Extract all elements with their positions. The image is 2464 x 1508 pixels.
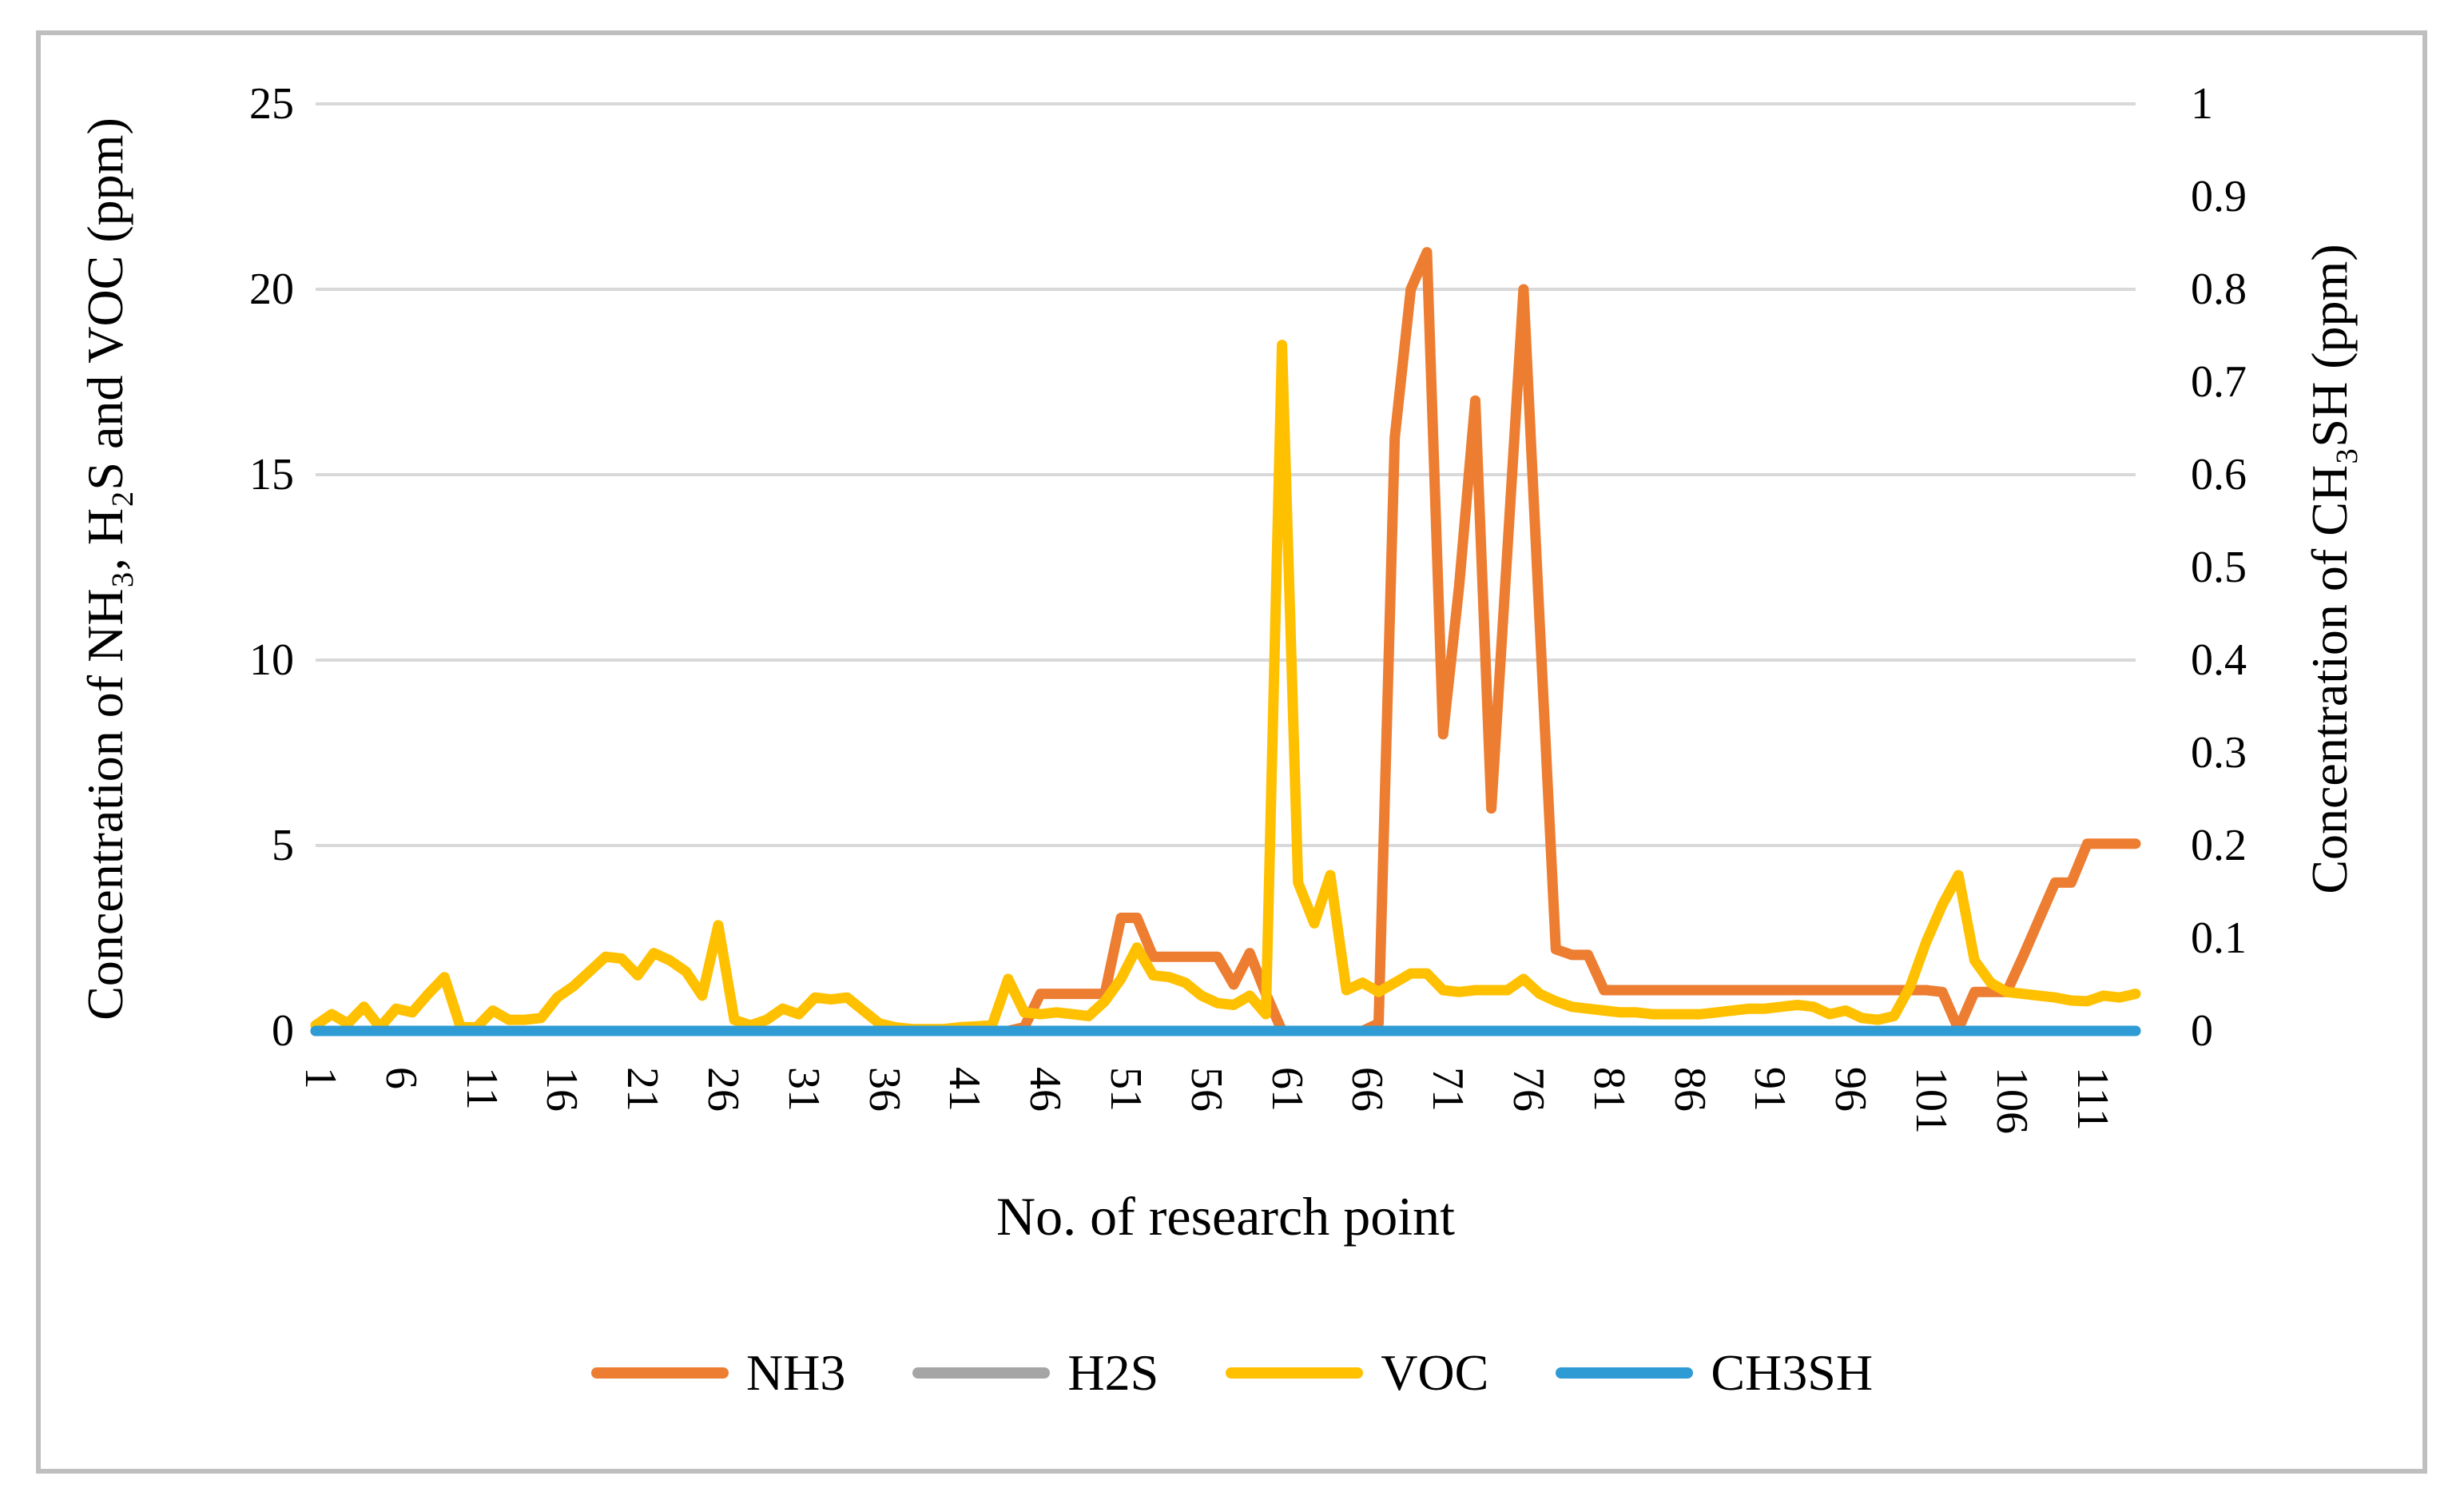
right-tick-label: 0.7 [2191,357,2247,407]
x-tick-label: 101 [1906,1067,1956,1134]
left-tick-label: 20 [249,265,294,314]
legend-item-voc: VOC [1226,1347,1488,1399]
x-tick-label: 71 [1423,1067,1473,1112]
x-tick-label: 46 [1020,1067,1071,1112]
right-tick-label: 0.9 [2191,172,2247,221]
x-tick-label: 16 [537,1067,587,1112]
x-tick-label: 51 [1100,1067,1151,1112]
right-tick-label: 0.6 [2191,450,2247,499]
x-tick-label: 111 [2067,1067,2117,1131]
left-tick-label: 5 [272,821,294,870]
right-tick-label: 0.2 [2191,821,2247,870]
legend-line-swatch-ch3sh [1556,1367,1694,1379]
x-tick-label: 6 [376,1067,426,1089]
right-tick-label: 0.4 [2191,635,2247,685]
right-tick-label: 0.1 [2191,913,2247,963]
legend-label-nh3: NH3 [745,1344,846,1401]
x-axis-title: No. of research point [996,1186,1456,1247]
legend-line-swatch-voc [1226,1367,1364,1379]
x-tick-label: 96 [1826,1067,1876,1112]
legend-line-swatch-h2s [912,1367,1051,1379]
x-tick-label: 106 [1986,1067,2037,1134]
legend-label-h2s: H2S [1067,1344,1159,1401]
right-tick-label: 1 [2191,79,2213,129]
left-tick-label: 0 [272,1006,294,1056]
x-tick-label: 31 [778,1067,829,1112]
legend-label-voc: VOC [1381,1344,1489,1401]
series-line-voc [310,340,2141,1035]
legend-label-ch3sh: CH3SH [1711,1344,1874,1401]
x-tick-label: 86 [1664,1067,1715,1112]
x-tick-label: 76 [1503,1067,1553,1112]
legend: NH3 H2S VOC CH3SH [0,1347,2464,1399]
right-tick-label: 0.8 [2191,265,2247,314]
left-tick-label: 10 [249,635,294,685]
right-tick-label: 0.5 [2191,543,2247,592]
left-tick-label: 25 [249,79,294,129]
legend-line-swatch-nh3 [590,1367,729,1379]
x-tick-label: 66 [1342,1067,1393,1112]
left-tick-label: 15 [249,450,294,499]
series-line-nh3 [310,247,2141,1037]
left-axis-title: Concentration of NH₃, H₂S and VOC (ppm) [77,117,133,1021]
right-axis-title: Concentration of CH₃SH (ppm) [2301,244,2358,894]
x-tick-label: 61 [1262,1067,1312,1112]
chart-border [36,30,2427,1474]
x-tick-label: 21 [618,1067,668,1112]
right-tick-label: 0 [2191,1006,2213,1056]
x-tick-label: 1 [296,1067,345,1089]
x-tick-label: 36 [859,1067,909,1112]
x-tick-label: 81 [1584,1067,1634,1112]
legend-item-ch3sh: CH3SH [1556,1347,1873,1399]
x-tick-label: 91 [1745,1067,1795,1112]
legend-item-nh3: NH3 [590,1344,846,1401]
x-tick-label: 41 [940,1067,990,1112]
legend-item-h2s: H2S [912,1347,1158,1399]
x-tick-label: 56 [1181,1067,1231,1112]
x-tick-label: 11 [456,1067,507,1110]
x-tick-label: 26 [697,1067,748,1112]
right-tick-label: 0.3 [2191,728,2247,778]
